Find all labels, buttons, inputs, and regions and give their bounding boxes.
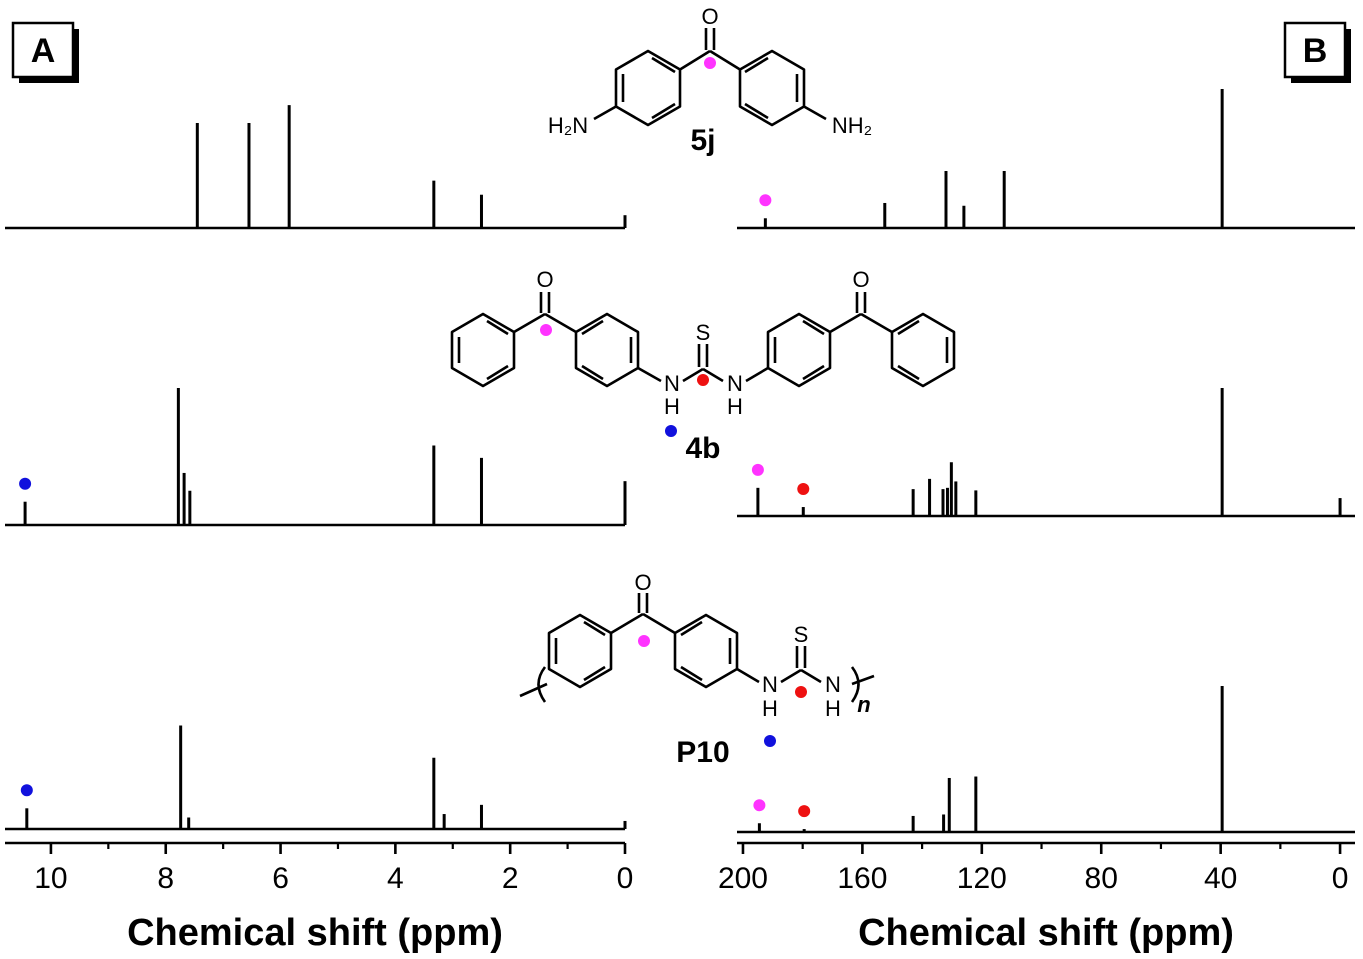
spectrum-b-p10 [737,686,1355,834]
spectrum-a-4b [5,388,627,527]
atom-h2n-5j: H₂N [548,113,588,138]
atom-nh2-5j: NH₂ [832,113,872,138]
panel-b-label: B [1303,32,1328,70]
atom-o-5j: O [701,4,718,29]
peak-marker [20,784,33,797]
tick-label: 4 [387,862,404,895]
spectrum-a-5j [5,105,627,230]
peak-marker [751,463,764,476]
atom-n1-4b: N [664,371,680,396]
compound-label-p10: P10 [676,736,729,769]
atom-h2-p10: H [825,696,841,721]
tick-label: 2 [502,862,519,895]
atom-s-4b: S [696,320,711,345]
tick-label: 160 [837,862,887,895]
marker-nh-p10 [764,735,776,747]
spectrum-a-p10 [5,725,627,831]
x-axis-b: 200 160 120 80 40 0 Chemical shift (ppm) [718,841,1355,954]
atom-h2-4b: H [727,394,743,419]
spectrum-b-4b [737,388,1355,518]
peak-marker [753,799,766,812]
structure-p10 [519,593,875,703]
panel-a-box: A [11,21,79,83]
atom-o-p10: O [634,570,651,595]
tick-label: 120 [957,862,1007,895]
x-axis-title: Chemical shift (ppm) [858,912,1234,954]
peak-marker [759,194,772,207]
marker-thiourea-p10 [795,686,807,698]
tick-label: 80 [1085,862,1118,895]
spectra-layer [5,89,1355,834]
atom-n2-4b: N [727,371,743,396]
tick-label: 0 [1332,862,1349,895]
axes-layer: 10 8 6 4 2 0 Chemical shift (ppm) 200 160 120 80 40… [5,841,1355,954]
marker-thiourea-4b [697,374,709,386]
tick-label: 0 [617,862,634,895]
x-axis-a: 10 8 6 4 2 0 Chemical shift (ppm) [5,841,634,954]
structure-4b [450,292,956,388]
panel-b-box: B [1283,21,1351,83]
peak-marker [797,483,810,496]
marker-carbonyl-p10 [638,635,650,647]
panel-a-label: A [31,32,56,70]
atom-h1-p10: H [762,696,778,721]
spectrum-b-5j [737,89,1355,230]
atom-s-p10: S [794,622,809,647]
tick-label: 10 [34,862,67,895]
repeat-n-p10: n [857,692,870,717]
tick-label: 6 [272,862,289,895]
marker-nh-4b [665,425,677,437]
atom-n1-p10: N [762,672,778,697]
tick-label: 200 [718,862,768,895]
atom-h1-4b: H [664,394,680,419]
compound-label-4b: 4b [685,432,720,465]
tick-label: 8 [157,862,174,895]
tick-label: 40 [1204,862,1237,895]
peak-marker [19,477,32,490]
compound-label-5j: 5j [690,124,715,157]
atom-o1-4b: O [536,267,553,292]
atom-o2-4b: O [852,267,869,292]
peak-marker [798,805,811,818]
marker-carbonyl-4b [540,324,552,336]
marker-carbonyl-5j [704,57,716,69]
x-axis-title: Chemical shift (ppm) [127,912,503,954]
atom-n2-p10: N [825,672,841,697]
structure-5j [593,28,827,127]
